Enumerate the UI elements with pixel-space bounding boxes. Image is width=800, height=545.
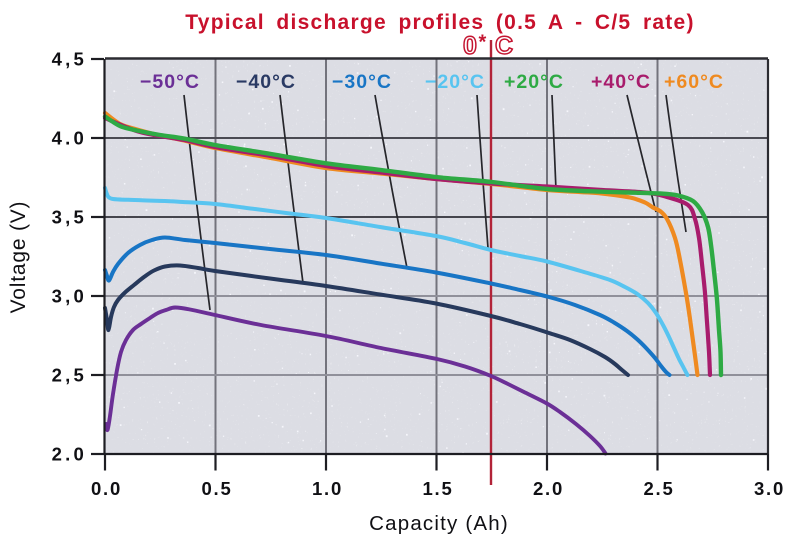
svg-text:0.5: 0.5 xyxy=(201,478,232,499)
svg-text:3,5: 3,5 xyxy=(52,207,87,228)
svg-text:3,0: 3,0 xyxy=(52,286,87,307)
svg-text:2.0: 2.0 xyxy=(52,444,87,465)
svg-text:0: 0 xyxy=(463,32,477,60)
svg-text:−50°C: −50°C xyxy=(140,71,200,93)
svg-text:1.0: 1.0 xyxy=(312,478,343,499)
svg-text:C: C xyxy=(495,32,513,60)
svg-text:−20°C: −20°C xyxy=(425,71,485,93)
svg-text:+20°C: +20°C xyxy=(504,71,564,93)
svg-text:4.0: 4.0 xyxy=(52,128,87,149)
svg-text:Voltage (V): Voltage (V) xyxy=(7,201,30,314)
svg-text:4,5: 4,5 xyxy=(52,49,87,70)
svg-text:1.5: 1.5 xyxy=(422,478,453,499)
svg-text:−40°C: −40°C xyxy=(236,71,296,93)
svg-text:Capacity (Ah): Capacity (Ah) xyxy=(369,512,509,535)
svg-text:3.0: 3.0 xyxy=(754,478,785,499)
svg-text:+60°C: +60°C xyxy=(664,71,724,93)
svg-text:+40°C: +40°C xyxy=(591,71,651,93)
svg-text:0.0: 0.0 xyxy=(91,478,122,499)
svg-text:2.0: 2.0 xyxy=(533,478,564,499)
svg-text:*: * xyxy=(479,32,487,54)
svg-text:2,5: 2,5 xyxy=(52,365,87,386)
svg-text:2.5: 2.5 xyxy=(643,478,674,499)
svg-text:Typical discharge profiles (0.: Typical discharge profiles (0.5 A - C/5 … xyxy=(185,11,694,34)
svg-text:−30°C: −30°C xyxy=(332,71,392,93)
